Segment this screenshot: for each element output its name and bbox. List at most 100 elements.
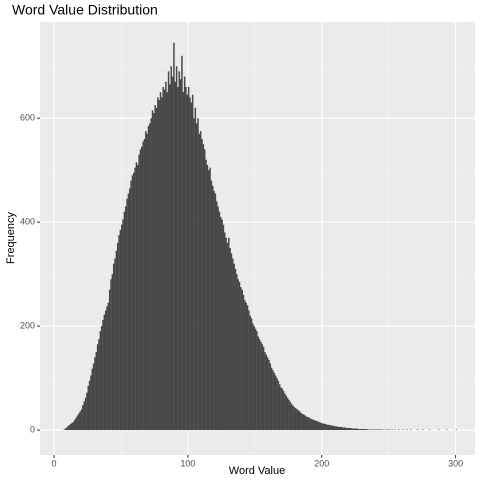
bar [218,211,221,431]
bar [317,421,320,431]
bar [309,418,312,431]
bar [402,429,404,431]
bar [206,164,209,431]
bar [67,425,69,431]
bar [238,281,241,431]
bar [209,167,211,431]
bar [157,97,159,431]
bar [158,99,160,431]
bar [145,131,147,431]
bar [289,401,292,431]
bar [360,429,363,431]
x-tick-label: 0 [52,458,57,468]
bar [422,429,424,431]
bar [394,429,396,431]
bar [216,201,218,431]
bar [96,344,99,431]
bar [229,248,231,431]
bar [244,300,246,431]
bar [181,55,183,431]
bar [191,94,194,431]
y-tick-label: 200 [20,320,35,330]
bar [361,429,364,431]
bar [316,421,318,431]
bar [410,429,412,431]
bar [345,427,348,431]
bar [232,258,234,431]
bar [254,328,257,431]
bar [220,216,222,431]
bar [199,131,202,431]
bar [282,391,285,431]
bar [264,352,266,431]
bar [305,416,308,431]
bar [186,94,189,431]
bar [129,188,131,431]
bar [416,429,419,431]
bar [119,229,122,431]
y-axis-title: Frequency [5,212,17,264]
bar [319,422,321,431]
bar [141,146,143,431]
y-tick-label: 600 [20,113,35,123]
bar [131,175,134,431]
bar [202,144,205,431]
bar [373,429,376,431]
bar [94,357,96,431]
bar [197,118,199,431]
bar [224,232,226,431]
bar [438,429,440,431]
bar [84,397,87,431]
bar [126,198,128,431]
bar [311,419,313,431]
bar [166,92,168,431]
bar [364,429,367,431]
bar [455,429,458,431]
bar [391,429,393,431]
bar [100,326,103,431]
bar [183,76,186,431]
bar [120,224,123,431]
bar [313,420,316,431]
bar [257,336,259,431]
bar [376,429,379,431]
bar [228,237,230,431]
bar [284,393,286,431]
bar [252,323,254,431]
bar [92,363,95,431]
bar [86,392,88,431]
bar [273,372,276,431]
bar [161,97,163,431]
bar [122,219,124,431]
bar [211,185,214,431]
bar [276,378,278,431]
bar [154,105,156,431]
bar [320,422,322,431]
bar [234,268,237,431]
bar [78,413,80,431]
bar [194,107,197,431]
bar [179,79,182,431]
bar [153,112,155,431]
bar [225,237,227,431]
bar [115,250,118,431]
x-tick-label: 300 [448,458,463,468]
bar [217,206,219,431]
bar [281,388,284,431]
bar [335,426,337,431]
bar [368,429,371,431]
bar [446,429,448,431]
bar [327,424,329,431]
bar [245,302,247,431]
bar [336,426,338,431]
bar [82,405,84,431]
bar [138,154,140,431]
bar [325,424,328,431]
bar [130,180,132,431]
bar [375,429,377,431]
bar [312,419,314,431]
bar [288,399,290,431]
bar [365,429,368,431]
bar [195,123,198,431]
bar [292,405,294,431]
